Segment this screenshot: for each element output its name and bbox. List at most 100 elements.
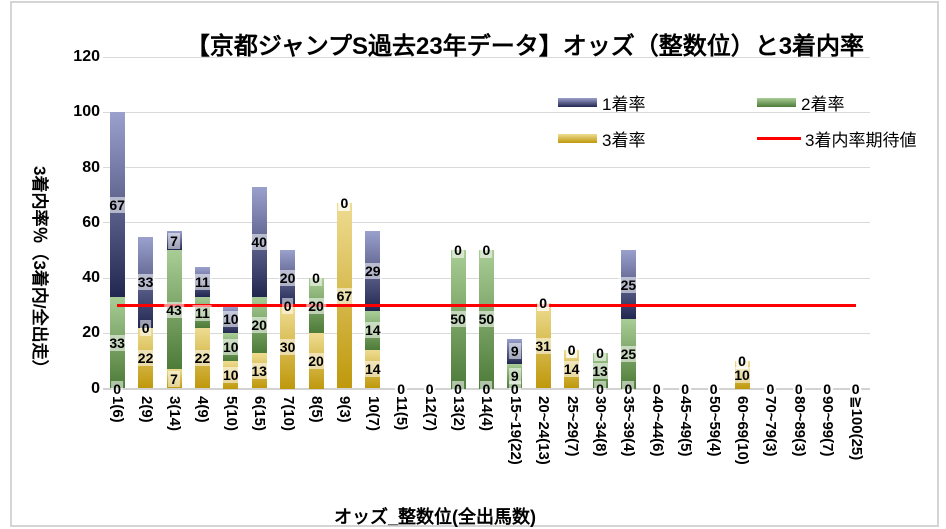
- data-label: 0: [338, 195, 351, 212]
- data-label: 0: [764, 380, 777, 397]
- data-label: 7: [168, 232, 180, 249]
- y-tick-label: 60: [82, 213, 100, 231]
- data-label: 50: [476, 311, 497, 328]
- data-label: 7: [168, 370, 180, 387]
- data-label: 25: [618, 276, 639, 293]
- data-label: 29: [363, 263, 383, 280]
- x-tick-label: 12(7): [421, 396, 439, 432]
- data-label: 20: [306, 352, 326, 369]
- data-label: 0: [792, 380, 805, 397]
- data-label: 0: [139, 319, 152, 336]
- x-tick-label: 7(10): [279, 396, 297, 432]
- legend-label-second: 2着率: [801, 95, 845, 114]
- data-label: 31: [533, 337, 553, 354]
- data-label: 10: [221, 366, 241, 383]
- x-tick-label: 25~29(7): [563, 396, 581, 457]
- data-label: 0: [565, 341, 578, 358]
- data-label: 0: [480, 380, 493, 397]
- gridline: [103, 167, 870, 168]
- data-label: 0: [508, 380, 521, 397]
- x-tick-label: 30~34(8): [592, 396, 609, 457]
- x-tick-label: ≧100(25): [847, 396, 865, 461]
- legend-label-win: 1着率: [602, 95, 646, 114]
- expected-value-line: [116, 304, 857, 308]
- legend-item-win[interactable]: 1着率: [558, 90, 645, 115]
- data-label: 20: [306, 297, 326, 314]
- data-label: 67: [334, 287, 355, 304]
- data-label: 0: [452, 380, 464, 397]
- data-label: 0: [310, 270, 322, 286]
- data-label: 43: [164, 301, 184, 318]
- data-label: 30: [277, 339, 298, 356]
- data-label: 22: [135, 350, 156, 367]
- data-label: 33: [107, 334, 127, 351]
- x-tick-label: 8(5): [308, 396, 325, 423]
- legend-label-expected: 3着内率期待値: [805, 131, 917, 150]
- data-label: 0: [622, 380, 635, 397]
- x-tick-label: 90~99(7): [819, 396, 837, 457]
- x-tick-label: 2(9): [137, 396, 155, 423]
- data-label: 0: [537, 294, 550, 311]
- data-label: 0: [281, 297, 294, 314]
- data-label: 20: [249, 316, 269, 333]
- data-label: 13: [249, 362, 269, 379]
- data-label: 0: [707, 380, 720, 397]
- expected-line-swatch-icon: [757, 137, 801, 140]
- data-label: 22: [192, 350, 213, 367]
- x-tick-label: 1(6): [109, 396, 127, 423]
- gridline: [103, 56, 870, 58]
- data-label: 9: [508, 368, 521, 385]
- data-label: 11: [192, 304, 212, 321]
- y-tick-label: 80: [82, 158, 100, 176]
- data-label: 40: [249, 234, 269, 251]
- data-label: 0: [594, 380, 606, 397]
- y-tick-label: 100: [73, 103, 100, 121]
- data-label: 14: [363, 322, 383, 339]
- data-label: 0: [111, 380, 124, 397]
- y-tick-label: 120: [73, 48, 100, 65]
- x-tick-label: 60~69(10): [734, 396, 751, 465]
- data-label: 0: [650, 380, 663, 397]
- data-label: 33: [135, 274, 156, 291]
- x-tick-label: 45~49(5): [677, 396, 695, 457]
- x-axis-title: オッズ_整数位(全出馬数): [334, 507, 536, 527]
- data-label: 11: [192, 274, 212, 291]
- x-tick-label: 4(9): [194, 396, 212, 423]
- x-tick-label: 3(14): [166, 396, 183, 432]
- x-tick-label: 14(4): [478, 396, 496, 432]
- second-rate-swatch-icon: [757, 98, 796, 107]
- data-label: 50: [448, 311, 468, 328]
- legend-item-third[interactable]: 3着率: [558, 126, 645, 151]
- legend-item-expected[interactable]: 3着内率期待値: [757, 126, 916, 151]
- gridline: [103, 111, 870, 113]
- legend-item-second[interactable]: 2着率: [757, 90, 844, 115]
- data-label: 0: [679, 380, 692, 397]
- x-tick-label: 80~89(3): [790, 396, 808, 457]
- data-label: 9: [508, 343, 521, 360]
- gridline: [103, 222, 870, 224]
- data-label: 20: [277, 270, 298, 286]
- data-label: 10: [732, 366, 752, 383]
- data-label: 13: [590, 362, 610, 379]
- data-label: 25: [618, 345, 639, 362]
- x-tick-label: 9(3): [336, 396, 354, 423]
- data-label: 0: [849, 380, 862, 397]
- x-tick-label: 13(2): [450, 396, 467, 432]
- x-tick-label: 15~19(22): [506, 396, 524, 465]
- data-label: 10: [221, 339, 241, 356]
- x-tick-label: 40~44(6): [648, 396, 666, 457]
- x-tick-label: 50~59(4): [705, 396, 723, 457]
- data-label: 0: [395, 380, 408, 397]
- data-label: 14: [363, 361, 383, 378]
- y-tick-label: 0: [91, 379, 100, 397]
- legend-label-third: 3着率: [602, 131, 646, 150]
- x-tick-label: 10(7): [364, 396, 382, 432]
- data-label: 0: [594, 344, 606, 361]
- data-label: 0: [821, 380, 834, 397]
- data-label: 0: [452, 242, 464, 259]
- chart-title: 【京都ジャンプS過去23年データ】オッズ（整数位）と3着内率: [185, 33, 865, 60]
- data-label: 0: [480, 242, 493, 259]
- x-tick-label: 5(10): [222, 396, 240, 432]
- x-tick-label: 70~79(3): [762, 396, 780, 457]
